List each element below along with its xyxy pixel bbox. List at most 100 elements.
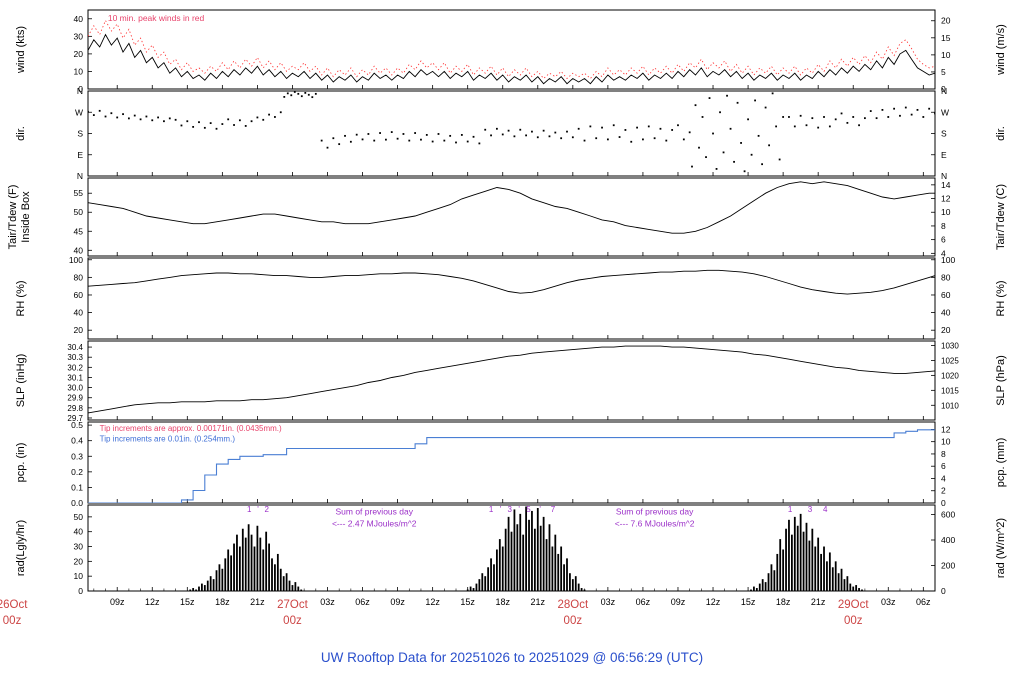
x-tick-label: 15z bbox=[180, 597, 195, 607]
y-tick-label-right: 8 bbox=[941, 221, 946, 231]
y-tick-label-right: 5 bbox=[941, 67, 946, 77]
y-tick-label-left: 0 bbox=[78, 586, 83, 596]
y-tick-label-left: 40 bbox=[74, 14, 84, 24]
y-tick-label-left: 30.3 bbox=[67, 353, 83, 362]
y-tick-label-right: 80 bbox=[941, 272, 951, 282]
y-tick-label-left: 55 bbox=[74, 188, 84, 198]
y-tick-label-left: 60 bbox=[74, 290, 84, 300]
y-tick-label-left: 30.4 bbox=[67, 343, 83, 352]
y-tick-label-right: 6 bbox=[941, 461, 946, 471]
y-tick-label-right: 60 bbox=[941, 290, 951, 300]
y-tick-label-right: 8 bbox=[941, 449, 946, 459]
solar-radiation-day1 bbox=[189, 524, 303, 591]
wind-direction bbox=[88, 91, 935, 173]
panel-slp: 29.729.829.930.0 30.130.230.330.4 1010 1015… bbox=[15, 340, 1007, 423]
y-tick-label-left: 20 bbox=[74, 49, 84, 59]
x-date-label: 27Oct bbox=[277, 599, 308, 611]
x-axis-labels: 09z 12z 15z 18z 21z 03z 06z 09z 12z 15z 18z 21z 03z 0… bbox=[0, 597, 931, 627]
y-tick-label-left: 50 bbox=[74, 512, 84, 522]
annotation: Tip increments are approx. 0.00171in. (0… bbox=[100, 424, 282, 433]
x-tick-label: 21z bbox=[811, 597, 826, 607]
panel-rad: 0 10 20 30 40 50 0 200 400 600 Sum of previous day… bbox=[15, 504, 1007, 596]
y-tick-label-right: N bbox=[941, 171, 947, 181]
y-tick-label-left: S bbox=[77, 129, 83, 139]
y-tick-label-right: 1020 bbox=[941, 371, 959, 380]
y-tick-label-right: 0 bbox=[941, 84, 946, 94]
x-tick-label: 09z bbox=[390, 597, 405, 607]
y-tick-label-left: 80 bbox=[74, 272, 84, 282]
annotation: 4 bbox=[823, 505, 828, 514]
y-tick-label-left: 30 bbox=[74, 542, 84, 552]
x-tick-label: 18z bbox=[776, 597, 791, 607]
x-tick-label: 09z bbox=[671, 597, 686, 607]
y-tick-label-right: 100 bbox=[941, 255, 955, 265]
y-tick-label-left: 29.7 bbox=[67, 414, 83, 423]
y-tick-label-left: W bbox=[75, 107, 83, 117]
y-axis-title-left: SLP (inHg) bbox=[15, 354, 27, 408]
x-date-label-00z: 00z bbox=[3, 615, 22, 627]
x-tick-label: 15z bbox=[741, 597, 756, 607]
x-tick-label: 18z bbox=[215, 597, 230, 607]
y-tick-label-left: 30.0 bbox=[67, 384, 83, 393]
panel-border bbox=[87, 177, 936, 257]
x-tick-label: 21z bbox=[250, 597, 265, 607]
x-tick-label: 15z bbox=[460, 597, 475, 607]
wind-peak-10min bbox=[88, 19, 935, 80]
y-axis-title-left: rad(Lgly/hr) bbox=[15, 520, 27, 576]
annotation: 1 bbox=[247, 505, 252, 514]
annotation: Sum of previous day bbox=[616, 506, 694, 516]
y-tick-label-right: 1015 bbox=[941, 386, 959, 395]
y-tick-label-left: E bbox=[77, 150, 83, 160]
panel-border bbox=[87, 340, 936, 421]
y-tick-label-left: 29.8 bbox=[67, 404, 83, 413]
x-tick-label: 06z bbox=[916, 597, 931, 607]
panel-temp: 40 45 50 55 4 6 8 10 12 14 Tair/Tdew (F) Inside Box… bbox=[7, 177, 1007, 258]
y-tick-label-left: 40 bbox=[74, 308, 84, 318]
x-tick-label: 18z bbox=[495, 597, 510, 607]
y-tick-label-right: E bbox=[941, 150, 947, 160]
annotation: 5 bbox=[526, 505, 531, 514]
y-tick-label-right: 40 bbox=[941, 308, 951, 318]
solar-radiation-day2 bbox=[466, 506, 586, 591]
y-tick-label-right: 15 bbox=[941, 33, 951, 43]
y-axis-title-right: dir. bbox=[995, 126, 1007, 141]
x-tick-label: 12z bbox=[706, 597, 721, 607]
x-date-label-00z: 00z bbox=[564, 615, 583, 627]
y-tick-label-left: 100 bbox=[69, 255, 83, 265]
panel-rh: 20 40 60 80 100 20 40 60 80 100 RH (%) RH (%) bbox=[15, 255, 1007, 340]
y-tick-label-left: 0.0 bbox=[71, 498, 83, 508]
y-tick-label-left: 50 bbox=[74, 207, 84, 217]
annotation: 1 bbox=[788, 505, 793, 514]
y-axis-title-left: pcp. (in) bbox=[15, 443, 27, 483]
x-date-label: 29Oct bbox=[838, 599, 869, 611]
y-tick-label-left: 30.1 bbox=[67, 373, 83, 382]
y-tick-label-right: 10 bbox=[941, 437, 951, 447]
y-tick-label-right: S bbox=[941, 129, 947, 139]
y-tick-label-right: 10 bbox=[941, 50, 951, 60]
x-tick-label: 06z bbox=[636, 597, 651, 607]
x-tick-label: 12z bbox=[425, 597, 440, 607]
y-tick-label-left: 30.2 bbox=[67, 363, 83, 372]
annotation: 7 bbox=[551, 505, 556, 514]
precip-accumulated bbox=[88, 429, 935, 503]
y-tick-label-right: 200 bbox=[941, 560, 955, 570]
y-tick-label-right: N bbox=[941, 86, 947, 96]
annotation: 3 bbox=[508, 505, 513, 514]
annotation: 3 bbox=[808, 505, 813, 514]
y-axis-title-left: wind (kts) bbox=[15, 26, 27, 74]
annotation: ' bbox=[500, 505, 502, 514]
y-tick-label-right: 20 bbox=[941, 16, 951, 26]
y-axis-title-left: dir. bbox=[15, 126, 27, 141]
y-tick-label-right: W bbox=[941, 107, 949, 117]
x-date-label-00z: 00z bbox=[283, 615, 302, 627]
panel-border bbox=[87, 257, 936, 340]
y-axis-title-right: SLP (hPa) bbox=[995, 355, 1007, 406]
y-axis-title-right: RH (%) bbox=[995, 280, 1007, 316]
y-tick-label-right: 0 bbox=[941, 498, 946, 508]
y-tick-label-left: 0.1 bbox=[71, 482, 83, 492]
y-tick-label-left: 0.5 bbox=[71, 420, 83, 430]
y-tick-label-right: 1025 bbox=[941, 356, 959, 365]
y-tick-label-right: 12 bbox=[941, 424, 951, 434]
